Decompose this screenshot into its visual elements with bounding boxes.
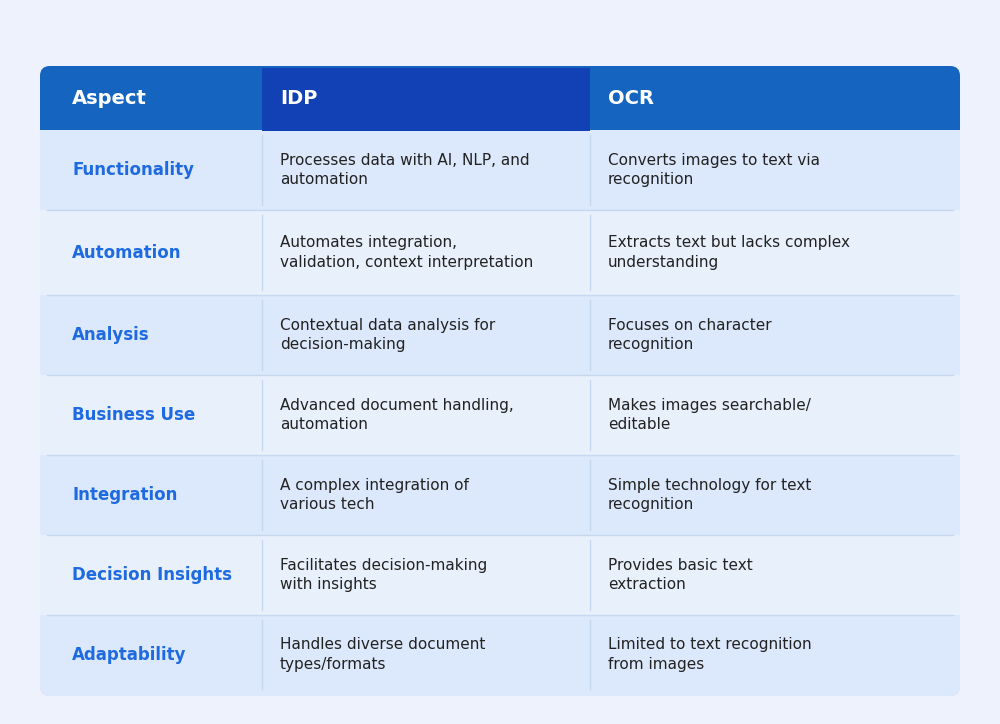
Text: Extracts text but lacks complex
understanding: Extracts text but lacks complex understa… bbox=[608, 235, 850, 270]
Bar bbox=[40, 295, 960, 375]
Text: Makes images searchable/
editable: Makes images searchable/ editable bbox=[608, 397, 811, 432]
Bar bbox=[40, 120, 960, 130]
Text: Facilitates decision-making
with insights: Facilitates decision-making with insight… bbox=[280, 557, 487, 592]
Text: Handles diverse document
types/formats: Handles diverse document types/formats bbox=[280, 637, 485, 672]
Bar bbox=[262, 68, 590, 130]
Text: Contextual data analysis for
decision-making: Contextual data analysis for decision-ma… bbox=[280, 318, 495, 353]
Bar bbox=[40, 535, 960, 615]
Text: OCR: OCR bbox=[608, 90, 654, 109]
Text: Adaptability: Adaptability bbox=[72, 646, 186, 663]
Text: Aspect: Aspect bbox=[72, 90, 147, 109]
Bar bbox=[40, 130, 960, 210]
Text: Advanced document handling,
automation: Advanced document handling, automation bbox=[280, 397, 514, 432]
Text: Automation: Automation bbox=[72, 243, 182, 261]
Text: Analysis: Analysis bbox=[72, 326, 150, 344]
Text: Automates integration,
validation, context interpretation: Automates integration, validation, conte… bbox=[280, 235, 533, 270]
Bar bbox=[40, 615, 960, 625]
Text: Processes data with AI, NLP, and
automation: Processes data with AI, NLP, and automat… bbox=[280, 153, 530, 188]
Bar bbox=[262, 68, 590, 131]
Text: A complex integration of
various tech: A complex integration of various tech bbox=[280, 478, 469, 513]
Text: Limited to text recognition
from images: Limited to text recognition from images bbox=[608, 637, 812, 672]
Bar bbox=[40, 210, 960, 295]
Text: Integration: Integration bbox=[72, 486, 177, 504]
Text: IDP: IDP bbox=[280, 90, 317, 109]
Text: Focuses on character
recognition: Focuses on character recognition bbox=[608, 318, 772, 353]
Text: Functionality: Functionality bbox=[72, 161, 194, 179]
Text: Simple technology for text
recognition: Simple technology for text recognition bbox=[608, 478, 811, 513]
Text: Provides basic text
extraction: Provides basic text extraction bbox=[608, 557, 753, 592]
Text: Converts images to text via
recognition: Converts images to text via recognition bbox=[608, 153, 820, 188]
FancyBboxPatch shape bbox=[40, 615, 960, 696]
Text: Decision Insights: Decision Insights bbox=[72, 566, 232, 584]
Text: Business Use: Business Use bbox=[72, 406, 195, 424]
Bar bbox=[40, 375, 960, 455]
Bar bbox=[40, 455, 960, 535]
FancyBboxPatch shape bbox=[40, 66, 960, 696]
FancyBboxPatch shape bbox=[40, 66, 960, 130]
